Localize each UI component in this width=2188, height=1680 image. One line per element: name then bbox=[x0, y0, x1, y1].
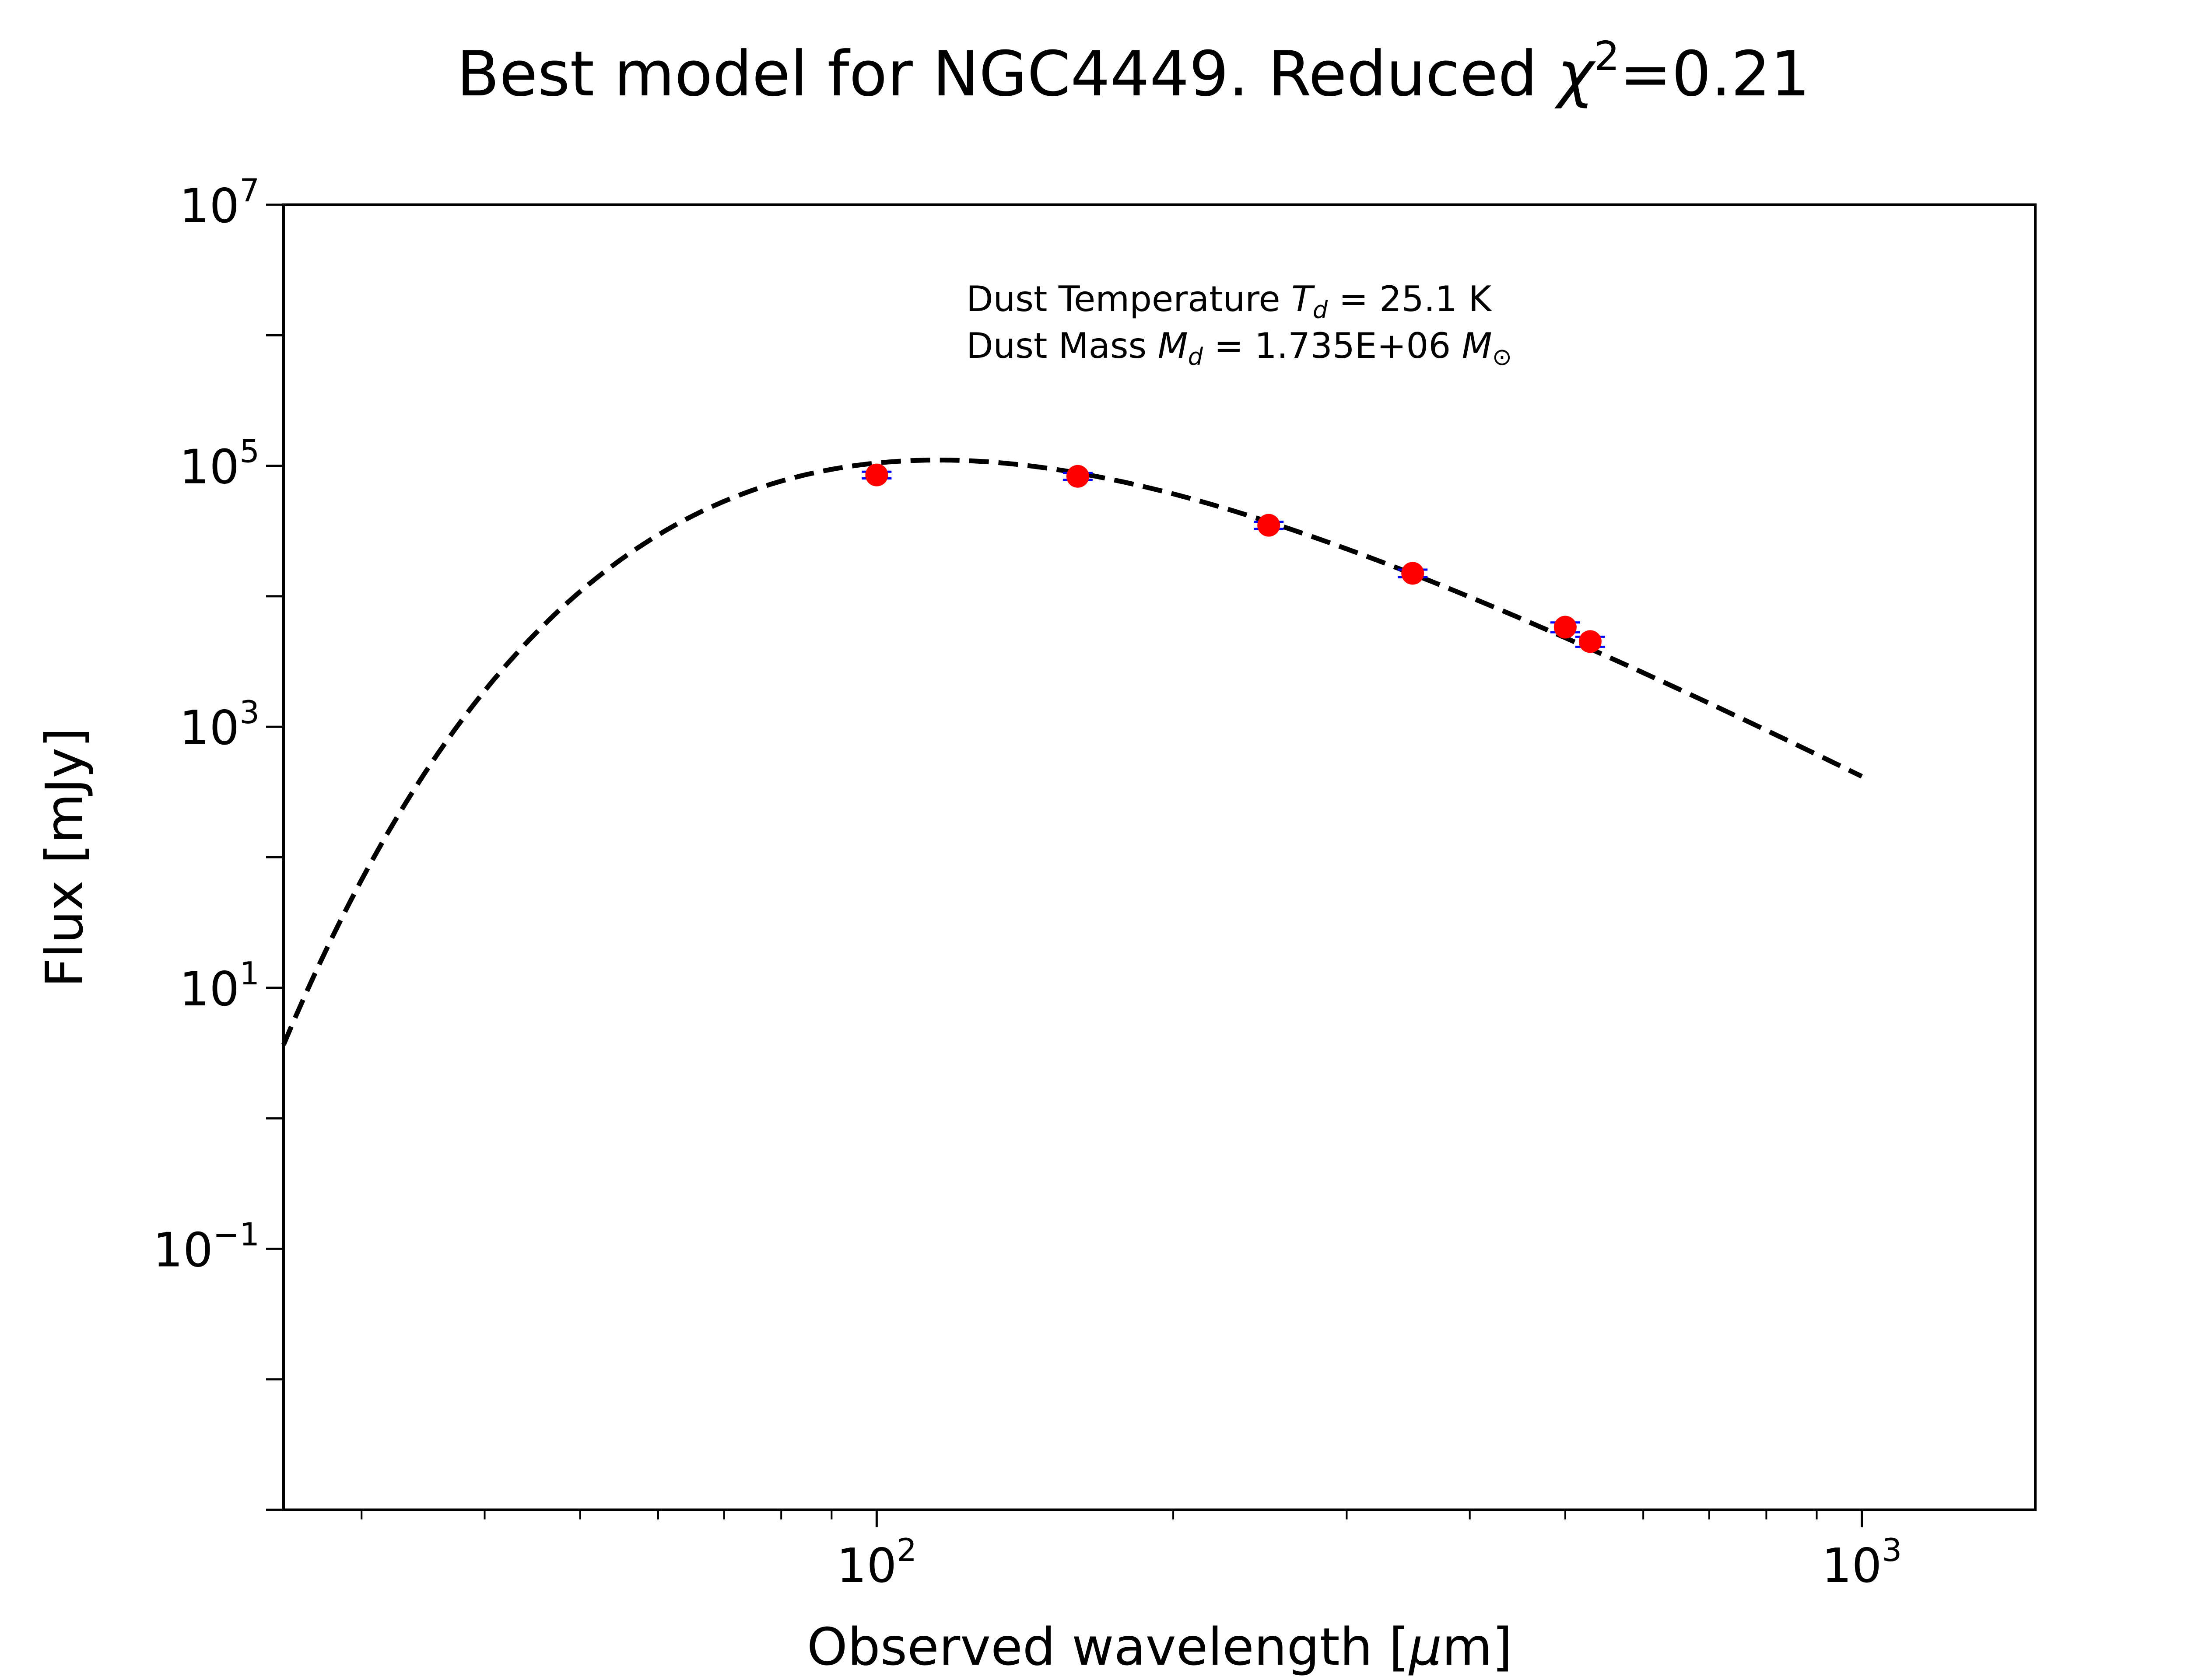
dust-temperature-symbol: T bbox=[1291, 279, 1315, 319]
axis-ticks bbox=[266, 203, 1863, 1527]
dust-mass-prefix: Dust Mass bbox=[966, 326, 1158, 366]
chart-title: Best model for NGC4449. Reduced χ2=0.21 bbox=[457, 33, 1810, 110]
dust-temperature-annotation: Dust Temperature Td = 25.1 K bbox=[966, 279, 1493, 324]
y-tick-label-1: 101 bbox=[179, 955, 259, 1017]
dust-temperature-value: = 25.1 K bbox=[1328, 279, 1492, 319]
y-tick-label-0: 10−1 bbox=[153, 1216, 259, 1278]
y-axis-label: Flux [mJy] bbox=[34, 728, 95, 987]
model-curve bbox=[281, 458, 1863, 1046]
y-tick-label-4: 107 bbox=[179, 172, 259, 234]
x-axis-label: Observed wavelength [μm] bbox=[807, 1617, 1512, 1677]
data-point-3 bbox=[1401, 562, 1424, 585]
dust-temperature-sub: d bbox=[1313, 296, 1328, 324]
data-points bbox=[862, 463, 1605, 653]
chart-title-chi: χ bbox=[1554, 38, 1596, 110]
plot-frame bbox=[282, 203, 2037, 1511]
chart-title-power: 2 bbox=[1594, 33, 1620, 80]
data-point-4 bbox=[1553, 616, 1577, 639]
dust-mass-value: = 1.735E+06 bbox=[1203, 326, 1462, 366]
data-point-2 bbox=[1257, 514, 1280, 537]
dust-mass-symbol: M bbox=[1158, 326, 1188, 366]
dust-mass-sub: d bbox=[1188, 343, 1203, 371]
x-tick-label-1: 103 bbox=[1822, 1532, 1902, 1593]
x-axis-label-text: Observed wavelength [ bbox=[807, 1617, 1409, 1677]
solar-mass-sub: ⊙ bbox=[1492, 343, 1512, 371]
y-tick-label-2: 103 bbox=[179, 694, 259, 756]
chart-title-prefix: Best model for NGC4449. Reduced bbox=[457, 38, 1557, 110]
data-point-0 bbox=[865, 463, 888, 486]
chart-title-suffix: =0.21 bbox=[1620, 38, 1810, 110]
data-point-5 bbox=[1578, 630, 1602, 653]
axis-tick-labels: 102 103 10−1 101 103 105 107 bbox=[153, 172, 1902, 1593]
solar-mass-symbol: M bbox=[1462, 326, 1492, 366]
y-tick-label-3: 105 bbox=[179, 433, 259, 495]
x-axis-label-rest: m] bbox=[1442, 1617, 1512, 1677]
x-axis-label-mu: μ bbox=[1408, 1617, 1442, 1677]
x-tick-label-0: 102 bbox=[837, 1532, 917, 1593]
dust-mass-annotation: Dust Mass Md = 1.735E+06 M⊙ bbox=[966, 326, 1512, 371]
dust-temperature-prefix: Dust Temperature bbox=[966, 279, 1291, 319]
data-point-1 bbox=[1066, 465, 1089, 488]
